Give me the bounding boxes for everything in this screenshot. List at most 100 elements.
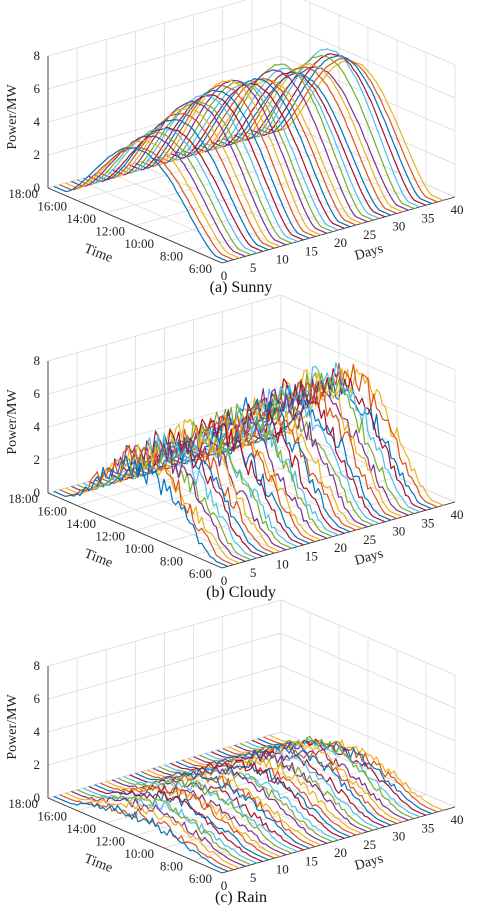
z-tick-label: 8 [34, 48, 41, 63]
x-tick-label: 0 [221, 573, 228, 588]
series-line-day-5 [76, 445, 252, 561]
series-line-day-21 [170, 82, 345, 229]
series-line-day-29 [216, 744, 392, 826]
x-tick-label: 40 [451, 507, 464, 522]
x-tick-label: 0 [221, 878, 228, 893]
series-line-day-23 [181, 77, 357, 226]
x-tick-label: 25 [363, 227, 376, 242]
z-tick-label: 6 [34, 81, 41, 96]
grid-line [280, 665, 456, 742]
series-line-day-33 [239, 735, 415, 820]
x-tick-label: 5 [250, 870, 257, 885]
z-tick-label: 2 [34, 452, 41, 467]
y-axis-label: Time [82, 547, 115, 571]
grid-line [280, 360, 456, 437]
y-axis-line [47, 797, 223, 874]
grid-line [47, 360, 282, 428]
series-line-day-8 [94, 119, 269, 251]
y-tick-label: 6:00 [189, 566, 212, 581]
y-tick-label: 14:00 [66, 211, 96, 226]
x-tick-label: 0 [221, 268, 228, 283]
y-tick-label: 8:00 [160, 859, 183, 874]
y-tick-label: 10:00 [124, 236, 154, 251]
series-line-day-2 [59, 794, 234, 871]
chart-panel-1: 0246805101520253035406:008:0010:0012:001… [5, 0, 464, 296]
series-line-day-35 [251, 53, 427, 206]
series-line-day-30 [222, 66, 398, 215]
series-line-day-17 [146, 79, 322, 236]
series-line-day-16 [140, 415, 316, 543]
z-tick-label: 8 [34, 658, 41, 673]
grid-line [47, 393, 282, 461]
series-line-day-10 [106, 780, 281, 858]
series-line-day-8 [94, 784, 269, 861]
series-line-day-5 [76, 789, 252, 866]
x-tick-label: 20 [334, 540, 347, 555]
x-tick-label: 10 [276, 557, 289, 572]
series-line-day-4 [71, 790, 246, 867]
series-line-day-7 [88, 126, 264, 252]
series-line-day-29 [216, 72, 392, 216]
x-tick-label: 40 [451, 812, 464, 827]
z-tick-label: 0 [34, 485, 41, 500]
panel-caption: (b) Cloudy [206, 584, 276, 601]
series-line-day-36 [257, 55, 432, 205]
y-axis-line [47, 187, 223, 264]
y-axis-label: Time [82, 852, 115, 876]
series-line-day-13 [123, 775, 298, 853]
series-line-day-16 [140, 84, 316, 238]
series-line-day-10 [106, 108, 281, 248]
x-tick-label: 25 [363, 532, 376, 547]
grid-line [280, 632, 456, 709]
series-line-day-30 [222, 743, 398, 825]
y-tick-label: 18:00 [8, 186, 38, 201]
grid-line [47, 294, 282, 362]
series-line-day-6 [82, 787, 258, 864]
series-line-day-31 [228, 741, 403, 823]
series-line-day-36 [257, 738, 432, 815]
x-tick-label: 35 [421, 820, 434, 835]
y-tick-label: 18:00 [8, 491, 38, 506]
x-axis-label: Days [353, 241, 385, 263]
series-line-day-13 [123, 429, 298, 548]
series-line-day-38 [269, 59, 444, 201]
z-tick-label: 2 [34, 147, 41, 162]
x-tick-label: 20 [334, 845, 347, 860]
grid-line [192, 184, 427, 251]
series-line-day-14 [129, 94, 304, 241]
series-line-day-12 [117, 101, 293, 244]
series-line-day-25 [193, 69, 368, 223]
series-line-day-5 [76, 131, 252, 256]
series-line-day-13 [123, 94, 298, 243]
grid-line [47, 665, 282, 733]
y-tick-label: 12:00 [95, 529, 125, 544]
series-line-day-9 [100, 112, 275, 249]
y-tick-label: 6:00 [189, 871, 212, 886]
series-line-day-6 [82, 127, 258, 254]
series-line-day-2 [59, 147, 234, 261]
z-axis-label: Power/MW [5, 389, 20, 455]
z-tick-label: 6 [34, 386, 41, 401]
x-tick-label: 20 [334, 235, 347, 250]
x-tick-label: 35 [421, 515, 434, 530]
x-tick-label: 10 [276, 252, 289, 267]
y-tick-label: 12:00 [95, 224, 125, 239]
series-line-day-27 [205, 67, 380, 219]
grid-line [280, 327, 456, 404]
grid-line [134, 159, 369, 226]
series-line-day-3 [65, 443, 240, 564]
grid-line [163, 781, 398, 849]
series-line-day-19 [158, 81, 333, 233]
grid-line [280, 294, 456, 371]
x-tick-label: 15 [305, 243, 318, 258]
y-tick-label: 12:00 [95, 834, 125, 849]
x-tick-label: 25 [363, 837, 376, 852]
grid-line [280, 698, 456, 775]
series-line-day-12 [117, 777, 293, 854]
y-axis-label: Time [82, 242, 115, 266]
series-line-day-1 [53, 147, 229, 262]
panel-caption: (a) Sunny [210, 279, 273, 296]
grid-line [47, 22, 282, 90]
z-tick-label: 0 [34, 790, 41, 805]
